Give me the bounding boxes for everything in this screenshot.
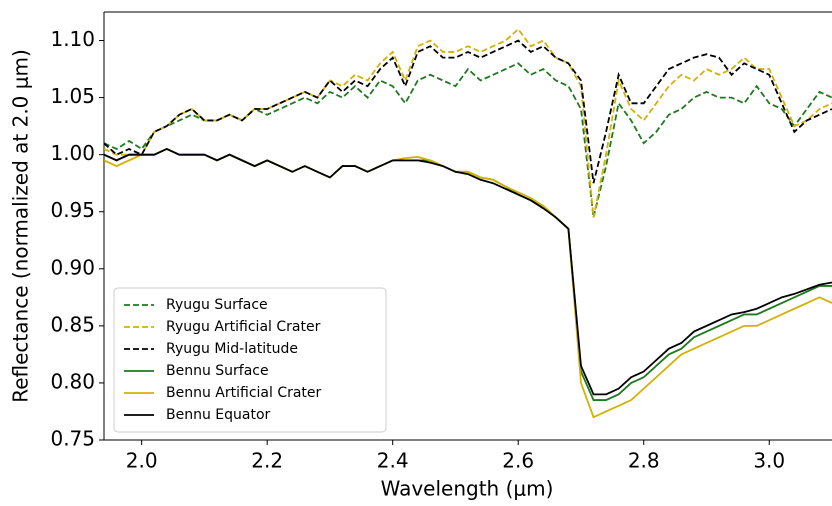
legend-label: Bennu Equator xyxy=(166,407,271,423)
legend-label: Ryugu Artificial Crater xyxy=(166,319,321,335)
legend-label: Bennu Artificial Crater xyxy=(166,385,322,401)
y-tick-label: 1.10 xyxy=(50,27,95,51)
x-tick-label: 2.4 xyxy=(377,449,409,473)
y-tick-label: 1.00 xyxy=(50,141,95,165)
y-tick-label: 0.75 xyxy=(50,427,95,451)
data-line xyxy=(104,39,832,184)
y-tick-label: 0.90 xyxy=(50,255,95,279)
y-tick-label: 0.85 xyxy=(50,312,95,336)
x-tick-label: 2.6 xyxy=(502,449,534,473)
y-axis-label: Reflectance (normalized at 2.0 μm) xyxy=(9,49,33,403)
data-line xyxy=(104,62,832,218)
x-axis-label: Wavelength (μm) xyxy=(381,477,554,501)
data-line xyxy=(104,27,832,218)
data-line xyxy=(104,147,832,396)
x-tick-label: 3.0 xyxy=(753,449,785,473)
x-tick-label: 2.0 xyxy=(126,449,158,473)
legend-label: Bennu Surface xyxy=(166,363,269,379)
x-tick-label: 2.2 xyxy=(251,449,283,473)
legend-label: Ryugu Mid-latitude xyxy=(166,341,298,357)
legend-label: Ryugu Surface xyxy=(166,297,268,313)
y-tick-label: 0.95 xyxy=(50,198,95,222)
y-tick-label: 0.80 xyxy=(50,369,95,393)
y-tick-label: 1.05 xyxy=(50,84,95,108)
plot-area xyxy=(104,27,832,419)
x-tick-label: 2.8 xyxy=(628,449,660,473)
legend-box xyxy=(113,287,387,433)
